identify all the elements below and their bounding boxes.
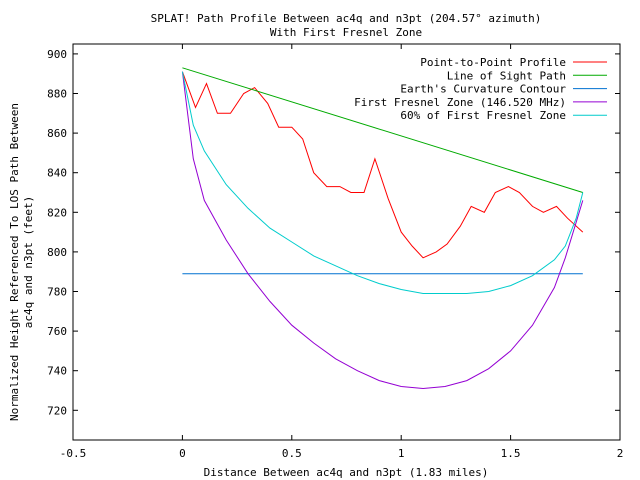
y-tick-label: 720 xyxy=(47,404,67,417)
plot-frame xyxy=(72,43,621,441)
chart-subtitle: With First Fresnel Zone xyxy=(270,26,422,39)
y-tick-label: 840 xyxy=(47,167,67,180)
y-axis-label-line1: Normalized Height Referenced To LOS Path… xyxy=(8,103,21,421)
tick-marks: -0.5 0 0.5 1 1.5 2 720 740 760 780 800 820 840 860 880… xyxy=(47,44,623,460)
y-tick-label: 740 xyxy=(47,365,67,378)
series-line xyxy=(182,67,583,193)
series-lines xyxy=(181,67,584,390)
legend-label: Earth's Curvature Contour xyxy=(400,83,566,96)
y-tick-label: 800 xyxy=(47,246,67,259)
legend-label: 60% of First Fresnel Zone xyxy=(400,109,566,122)
x-tick-label: 0 xyxy=(179,447,186,460)
y-tick-label: 760 xyxy=(47,325,67,338)
chart-title: SPLAT! Path Profile Between ac4q and n3p… xyxy=(151,12,542,25)
y-tick-label: 880 xyxy=(47,88,67,101)
y-tick-label: 860 xyxy=(47,127,67,140)
legend-label: Line of Sight Path xyxy=(447,69,566,82)
legend-label: First Fresnel Zone (146.520 MHz) xyxy=(354,96,566,109)
y-tick-label: 820 xyxy=(47,206,67,219)
x-axis-label: Distance Between ac4q and n3pt (1.83 mil… xyxy=(204,466,489,479)
series-line xyxy=(181,71,584,259)
series-line xyxy=(181,71,584,390)
y-tick-label: 900 xyxy=(47,48,67,61)
x-tick-label: -0.5 xyxy=(60,447,87,460)
legend-label: Point-to-Point Profile xyxy=(420,56,566,69)
x-tick-label: 0.5 xyxy=(282,447,302,460)
y-axis-label-line2: ac4q and n3pt (feet) xyxy=(22,196,35,328)
series-line xyxy=(181,71,584,294)
y-tick-label: 780 xyxy=(47,286,67,299)
x-tick-label: 2 xyxy=(617,447,624,460)
x-tick-label: 1.5 xyxy=(501,447,521,460)
x-tick-label: 1 xyxy=(398,447,405,460)
